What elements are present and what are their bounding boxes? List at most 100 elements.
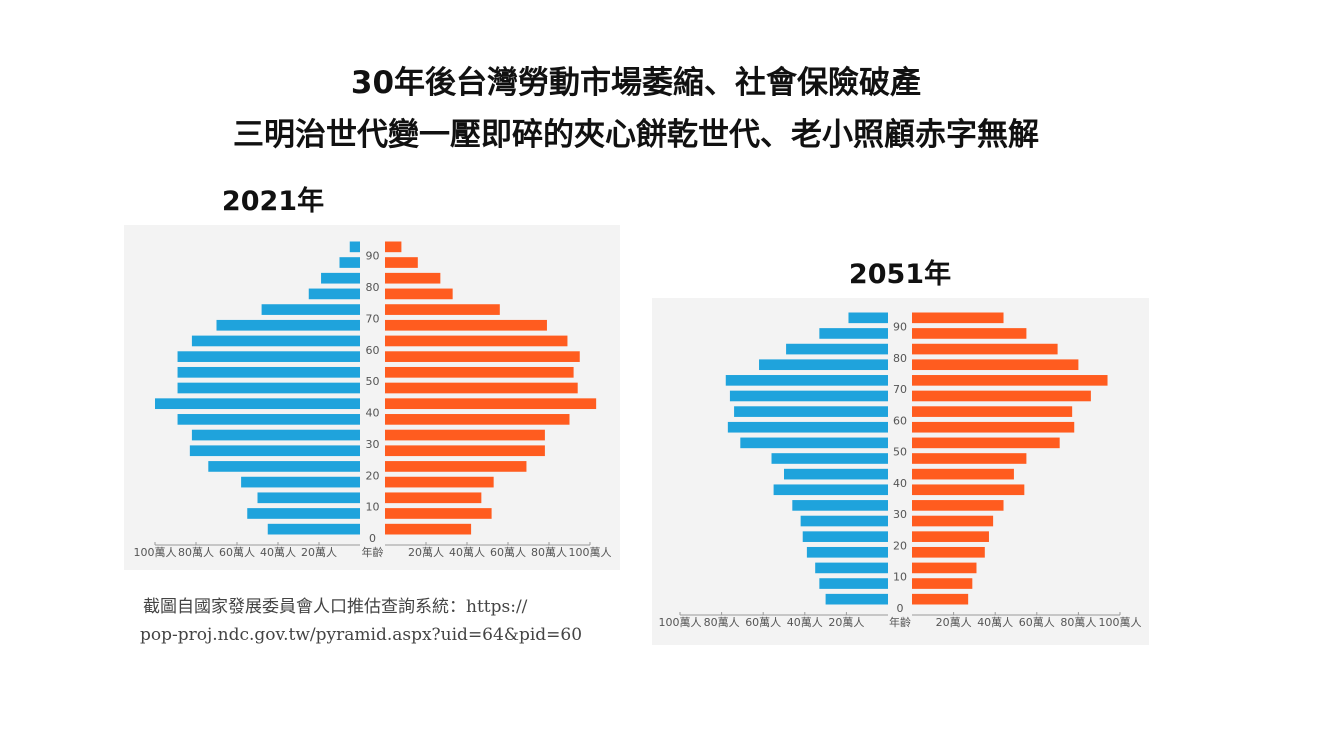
chart-title: 2021年 — [222, 185, 324, 217]
bar — [912, 343, 1058, 355]
bar — [385, 366, 574, 378]
bar — [912, 500, 1004, 511]
bar — [177, 351, 360, 362]
bar — [912, 390, 1091, 402]
y-tick-label: 40 — [893, 477, 907, 490]
y-tick-label: 40 — [366, 407, 380, 420]
x-tick-label: 20萬人 — [301, 546, 337, 559]
bar — [349, 241, 360, 253]
bar — [267, 523, 360, 535]
bar — [912, 328, 1027, 339]
bar — [912, 546, 985, 558]
slide-title: 三明治世代變一壓即碎的夾心餅乾世代、老小照顧赤字無解 — [233, 117, 1039, 153]
bar — [177, 382, 360, 394]
bar — [727, 421, 888, 433]
x-tick-label: 40萬人 — [449, 546, 485, 559]
y-tick-label: 20 — [366, 469, 380, 482]
bar — [773, 484, 888, 496]
bar — [385, 272, 441, 284]
x-tick-label: 60萬人 — [490, 546, 526, 559]
y-tick-label: 80 — [893, 352, 907, 365]
bar — [912, 562, 977, 574]
bar — [912, 484, 1025, 496]
bar — [308, 288, 360, 300]
bar — [802, 531, 888, 542]
x-tick-label: 40萬人 — [977, 616, 1013, 629]
bar — [912, 593, 969, 605]
bar — [385, 414, 570, 425]
bar — [385, 445, 545, 457]
x-tick-label: 60萬人 — [1019, 616, 1055, 629]
bar — [729, 390, 888, 402]
bar — [191, 335, 360, 347]
x-tick-label: 40萬人 — [787, 616, 823, 629]
bar — [385, 508, 492, 519]
bar — [912, 515, 994, 527]
chart-title: 2051年 — [849, 258, 951, 290]
bar — [247, 508, 360, 519]
bar — [815, 562, 888, 574]
bar — [912, 437, 1060, 449]
bar — [912, 312, 1004, 324]
x-tick-label: 80萬人 — [531, 546, 567, 559]
source-note[interactable]: pop-proj.ndc.gov.tw/pyramid.aspx?uid=64&… — [140, 625, 582, 645]
bar — [385, 476, 494, 488]
bar — [759, 359, 888, 371]
bar — [912, 531, 989, 542]
slide-title: 30年後台灣勞動市場萎縮、社會保險破產 — [351, 65, 921, 101]
bar — [819, 328, 888, 339]
bar — [261, 304, 360, 315]
bar — [771, 453, 888, 464]
x-tick-label: 80萬人 — [704, 616, 740, 629]
y-tick-label: 20 — [893, 539, 907, 552]
y-tick-label: 10 — [366, 501, 380, 514]
bar — [321, 272, 360, 284]
x-tick-label: 80萬人 — [1060, 616, 1096, 629]
bar — [191, 429, 360, 441]
bar — [385, 257, 418, 268]
bar — [740, 437, 888, 449]
bar — [800, 515, 888, 527]
x-tick-label: 60萬人 — [219, 546, 255, 559]
bar — [385, 429, 545, 441]
y-tick-label: 30 — [366, 438, 380, 451]
bar — [725, 375, 888, 386]
bar — [177, 414, 360, 425]
x-tick-label: 40萬人 — [260, 546, 296, 559]
y-tick-label: 60 — [366, 344, 380, 357]
bar — [385, 241, 402, 253]
source-note[interactable]: 截圖自國家發展委員會人口推估查詢系統：https:// — [143, 597, 528, 617]
bar — [385, 288, 453, 300]
y-tick-label: 30 — [893, 508, 907, 521]
bar — [786, 343, 888, 355]
bar — [848, 312, 888, 324]
bar — [784, 468, 888, 480]
bar — [216, 319, 360, 331]
bar — [912, 375, 1108, 386]
bar — [385, 351, 580, 362]
bar — [819, 578, 888, 589]
bar — [734, 406, 888, 417]
x-tick-label: 100萬人 — [659, 616, 702, 629]
x-tick-label: 60萬人 — [745, 616, 781, 629]
bar — [241, 476, 360, 488]
y-axis-label: 年齡 — [362, 545, 384, 559]
y-tick-label: 70 — [366, 312, 380, 325]
bar — [208, 461, 360, 472]
x-tick-label: 20萬人 — [828, 616, 864, 629]
bar — [806, 546, 888, 558]
bar — [257, 492, 360, 504]
bar — [385, 335, 568, 347]
x-tick-label: 20萬人 — [936, 616, 972, 629]
bar — [912, 359, 1079, 371]
chart-panel — [124, 225, 620, 570]
x-tick-label: 100萬人 — [1099, 616, 1142, 629]
x-tick-label: 80萬人 — [178, 546, 214, 559]
bar — [912, 468, 1014, 480]
bar — [385, 304, 500, 315]
bar — [177, 366, 360, 378]
bar — [385, 319, 547, 331]
bar — [912, 421, 1075, 433]
y-tick-label: 60 — [893, 414, 907, 427]
